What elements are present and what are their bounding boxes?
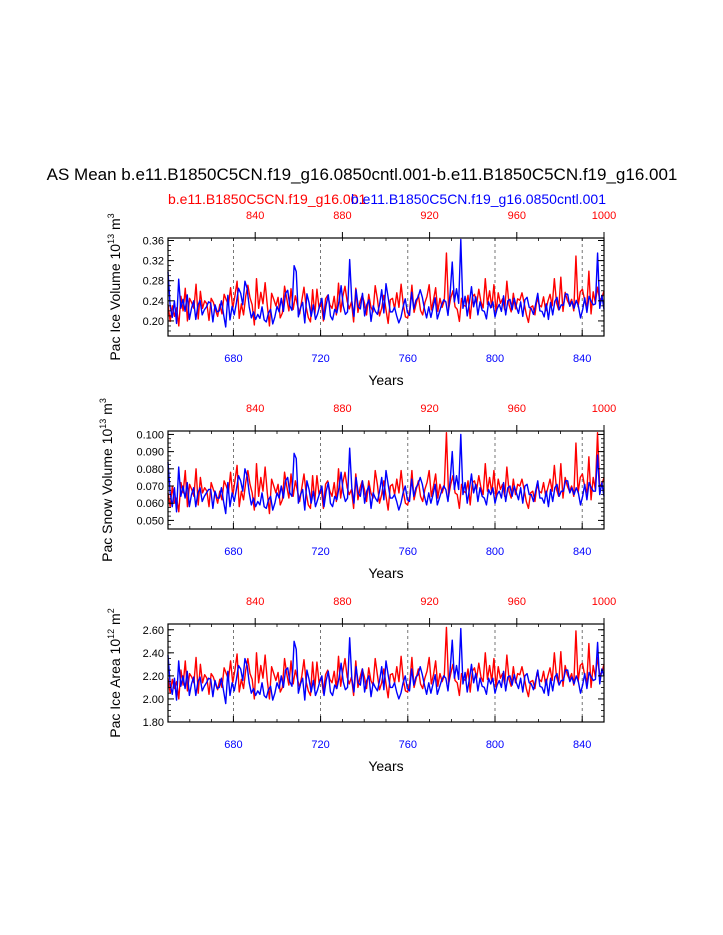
bottom-x-tick-label: 720 xyxy=(311,546,329,558)
y-tick-label: 2.00 xyxy=(143,694,164,706)
series-line-blue xyxy=(167,238,605,328)
top-x-tick-label: 1000 xyxy=(592,403,616,415)
top-x-tick-label: 880 xyxy=(333,210,351,222)
y-tick-label: 0.060 xyxy=(136,498,164,510)
y-tick-label: 0.080 xyxy=(136,464,164,476)
bottom-x-tick-label: 680 xyxy=(224,353,242,365)
bottom-x-tick-label: 800 xyxy=(486,353,504,365)
bottom-x-tick-label: 800 xyxy=(486,546,504,558)
panel-2: 0.050 0.060 0.070 0.080 0.090 0.100 680 720 760 8… xyxy=(98,398,616,581)
bottom-x-tick-label: 760 xyxy=(399,546,417,558)
y-axis-label-part: Pac Ice Area 10 xyxy=(107,639,123,738)
bottom-x-tick-label: 800 xyxy=(486,739,504,751)
top-x-tick-label: 920 xyxy=(420,403,438,415)
legend-blue-label: b.e11.B1850C5CN.f19_g16.0850cntl.001 xyxy=(351,191,606,207)
series-line-red xyxy=(167,252,605,327)
y-axis-label-exponent: 13 xyxy=(98,419,108,429)
top-x-tick-label: 840 xyxy=(246,210,264,222)
y-axis-label: Pac Ice Volume 1013 m3 xyxy=(106,213,123,360)
bottom-x-tick-label: 720 xyxy=(311,353,329,365)
x-axis-label: Years xyxy=(368,758,403,774)
bottom-x-tick-label: 840 xyxy=(573,739,591,751)
y-tick-label: 0.050 xyxy=(136,515,164,527)
top-x-tick-label: 840 xyxy=(246,596,264,608)
bottom-x-tick-label: 840 xyxy=(573,353,591,365)
top-x-tick-label: 880 xyxy=(333,596,351,608)
figure-title: AS Mean b.e11.B1850C5CN.f19_g16.0850cntl… xyxy=(47,165,678,184)
y-axis-label-part: m xyxy=(99,403,115,419)
panel-3: 1.80 2.00 2.20 2.40 2.60 680 720 760 800 840 840 88… xyxy=(106,596,616,774)
y-axis-label-part: m xyxy=(107,218,123,234)
top-x-tick-label: 1000 xyxy=(592,596,616,608)
series-line-red xyxy=(167,626,605,700)
y-tick-label: 0.100 xyxy=(136,429,164,441)
y-axis-label: Pac Ice Area 1012 m2 xyxy=(106,608,123,737)
chart-panels: 0.20 0.24 0.28 0.32 0.36 680 720 760 800 840 840 88… xyxy=(98,210,616,774)
series-line-blue xyxy=(167,627,605,705)
y-tick-label: 0.070 xyxy=(136,481,164,493)
y-axis-label-exponent: 3 xyxy=(98,398,108,403)
y-tick-label: 1.80 xyxy=(143,717,164,729)
bottom-x-tick-label: 760 xyxy=(399,353,417,365)
top-x-tick-label: 960 xyxy=(508,403,526,415)
x-axis-label: Years xyxy=(368,565,403,581)
panel-1: 0.20 0.24 0.28 0.32 0.36 680 720 760 800 840 840 88… xyxy=(106,210,616,388)
bottom-x-tick-label: 840 xyxy=(573,546,591,558)
y-axis-label-part: m xyxy=(107,613,123,629)
y-tick-label: 0.28 xyxy=(143,276,164,288)
x-axis-label: Years xyxy=(368,372,403,388)
top-x-tick-label: 920 xyxy=(420,596,438,608)
top-x-tick-label: 840 xyxy=(246,403,264,415)
top-x-tick-label: 960 xyxy=(508,596,526,608)
y-tick-label: 0.24 xyxy=(143,296,164,308)
y-axis-label-exponent: 13 xyxy=(106,234,116,244)
series-line-blue xyxy=(167,433,605,515)
y-axis-label-exponent: 12 xyxy=(106,629,116,639)
bottom-x-tick-label: 760 xyxy=(399,739,417,751)
y-tick-label: 2.20 xyxy=(143,671,164,683)
bottom-x-tick-label: 680 xyxy=(224,739,242,751)
top-x-tick-label: 1000 xyxy=(592,210,616,222)
y-tick-label: 2.60 xyxy=(143,625,164,637)
y-tick-label: 0.090 xyxy=(136,447,164,459)
y-axis-label-exponent: 3 xyxy=(106,213,116,218)
bottom-x-tick-label: 680 xyxy=(224,546,242,558)
bottom-x-tick-label: 720 xyxy=(311,739,329,751)
top-x-tick-label: 920 xyxy=(420,210,438,222)
y-axis-label: Pac Snow Volume 1013 m3 xyxy=(98,398,115,562)
y-axis-label-part: Pac Ice Volume 10 xyxy=(107,244,123,361)
top-x-tick-label: 960 xyxy=(508,210,526,222)
y-tick-label: 0.36 xyxy=(143,236,164,248)
top-x-tick-label: 880 xyxy=(333,403,351,415)
series-line-red xyxy=(167,432,605,515)
y-tick-label: 0.20 xyxy=(143,316,164,328)
y-axis-label-part: Pac Snow Volume 10 xyxy=(99,429,115,562)
legend-red-label: b.e11.B1850C5CN.f19_g16.001 xyxy=(168,191,366,207)
y-tick-label: 2.40 xyxy=(143,648,164,660)
y-axis-label-exponent: 2 xyxy=(106,608,116,613)
y-tick-label: 0.32 xyxy=(143,256,164,268)
